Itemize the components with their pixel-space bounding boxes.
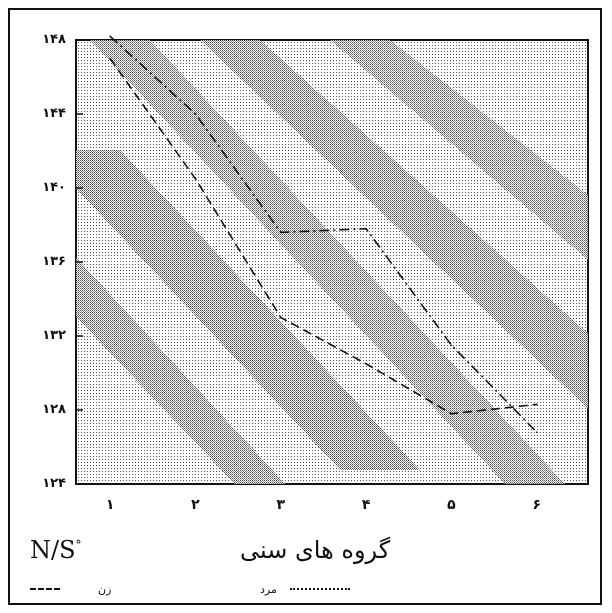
y-tick-label: ۱۲۴ (42, 476, 66, 491)
series-2-point (280, 316, 282, 319)
series-line-1 (109, 35, 538, 433)
x-tick-label: ۲ (191, 497, 200, 513)
series-1-point (109, 35, 111, 38)
y-tick-label: ۱۲۸ (42, 402, 66, 417)
series-1-point (280, 231, 282, 234)
x-tick-label: ۱ (105, 497, 115, 513)
y-tick-label: ۱۳۲ (42, 328, 66, 343)
x-tick-label: ۳ (276, 497, 286, 513)
series-1-point (536, 431, 538, 434)
y-tick-label: ۱۳۶ (42, 254, 66, 269)
series-1-point (194, 113, 197, 115)
legend-label-male: مرد (260, 583, 277, 596)
x-tick-label: ۵ (447, 497, 456, 513)
corner-label: N/S° (30, 536, 82, 564)
x-tick-label: ۶ (532, 497, 542, 513)
series-2-point (109, 57, 111, 60)
series-1-point (365, 227, 367, 230)
series-line-2 (109, 58, 537, 415)
x-axis-label: گروه های سنی (240, 536, 391, 564)
series-2-point (365, 362, 367, 365)
legend-label-female: زن (98, 583, 112, 596)
y-tick-label: ۱۴۸ (42, 32, 66, 47)
series-2-point (194, 177, 197, 180)
y-tick-label: ۱۴۴ (42, 106, 66, 121)
y-tick-label: ۱۴۰ (42, 180, 66, 195)
series-1-point (450, 344, 453, 347)
stipple-bands (76, 40, 588, 484)
legend-line-male (290, 588, 350, 590)
legend-line-female (30, 588, 60, 590)
series-2-point (536, 403, 538, 406)
series-2-point (450, 412, 453, 415)
x-tick-label: ۴ (361, 497, 371, 513)
